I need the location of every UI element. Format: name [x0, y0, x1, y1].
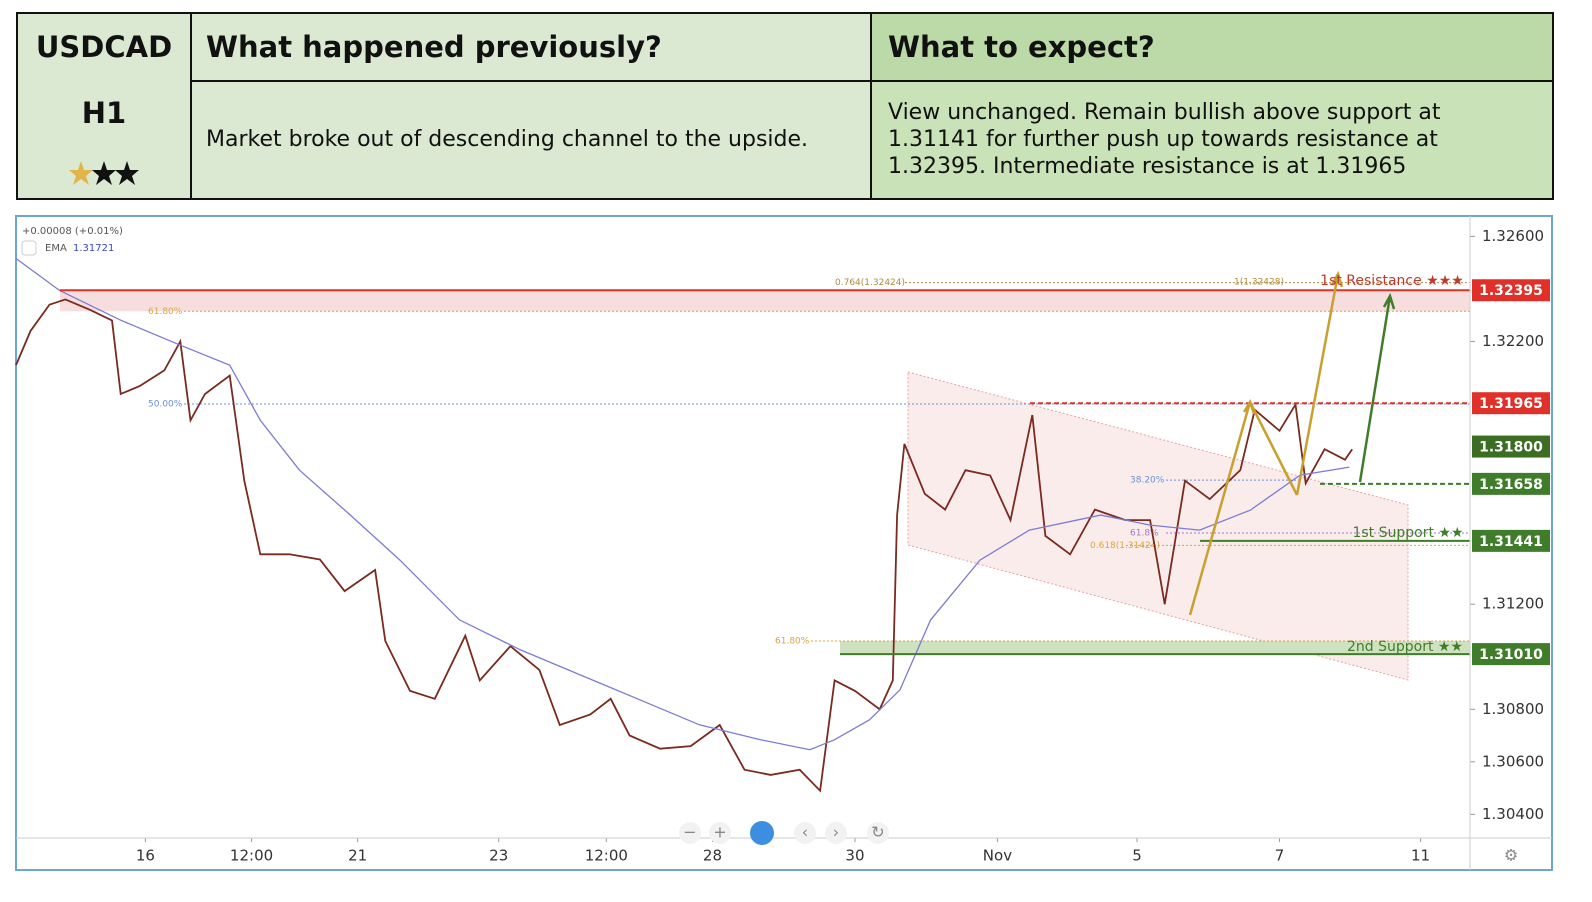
fib-label: 38.20%: [1130, 476, 1165, 486]
legend-ema: EMA: [45, 243, 67, 254]
x-tick-label: 28: [703, 847, 722, 865]
svg-text:⚙: ⚙: [1504, 846, 1518, 865]
price-tag-label: 1.31965: [1479, 396, 1543, 412]
fib-label: 0.618(1.31424): [1090, 541, 1160, 551]
resistance-label: 1st Resistance ★★★: [1320, 273, 1464, 289]
x-tick-label: 12:00: [585, 847, 628, 865]
svg-text:−: −: [683, 823, 696, 842]
col1-body-cell: Market broke out of descending channel t…: [190, 80, 872, 200]
x-tick-label: 7: [1275, 847, 1285, 865]
fib-label: 61.80%: [775, 636, 810, 646]
support-label: 2nd Support ★★: [1347, 639, 1463, 655]
legend-ema-value: 1.31721: [73, 243, 114, 254]
fib-label: 50.00%: [148, 400, 183, 410]
x-tick-label: 16: [136, 847, 155, 865]
price-tag-label: 1.32395: [1479, 283, 1543, 299]
svg-text:↻: ↻: [871, 823, 884, 842]
y-tick-label: 1.31200: [1482, 595, 1544, 613]
y-tick-label: 1.30400: [1482, 805, 1544, 823]
zone: [840, 640, 1470, 655]
price-tag-label: 1.31010: [1479, 647, 1543, 663]
y-tick-label: 1.30800: [1482, 700, 1544, 718]
x-tick-label: 5: [1132, 847, 1142, 865]
col1-text: Market broke out of descending channel t…: [206, 127, 809, 152]
price-line: [15, 298, 1353, 793]
price-tag: [1472, 392, 1550, 415]
rating-stars: [69, 161, 139, 185]
y-tick-label: 1.30600: [1482, 752, 1544, 770]
symbol: USDCAD: [35, 30, 173, 64]
fib-label: 0.764(1.32424): [835, 278, 905, 288]
price-tag: [1472, 435, 1550, 458]
symbol-cell: USDCAD H1: [16, 12, 192, 200]
svg-text:›: ›: [833, 823, 839, 842]
zone: [60, 290, 1470, 312]
change-label: +0.00008 (+0.01%): [22, 226, 123, 237]
x-tick-label: Nov: [983, 847, 1012, 865]
support-label: 1st Support ★★: [1352, 525, 1463, 541]
price-tag-label: 1.31441: [1479, 534, 1543, 550]
fib-label: 61.80%: [148, 307, 183, 317]
x-tick-label: 11: [1411, 847, 1430, 865]
arrows: [1188, 270, 1396, 616]
col2-title-cell: What to expect?: [870, 12, 1554, 82]
price-tag: [1472, 279, 1550, 302]
col2-body-cell: View unchanged. Remain bullish above sup…: [870, 80, 1554, 200]
x-tick-label: 30: [845, 847, 864, 865]
price-tag-label: 1.31800: [1479, 440, 1543, 456]
col1-title: What happened previously?: [206, 30, 662, 64]
chart: 0.764(1.32424) 61.80% 50.00% 38.20% 61.8% 0.6…: [15, 215, 1553, 871]
price-tag: [1472, 643, 1550, 666]
col1-title-cell: What happened previously?: [190, 12, 872, 82]
x-tick-label: 21: [348, 847, 367, 865]
toggle[interactable]: [21, 240, 37, 256]
y-tick-label: 1.32200: [1482, 332, 1544, 350]
price-tag: [1472, 472, 1550, 495]
col2-title: What to expect?: [888, 30, 1155, 64]
price-tag: [1472, 529, 1550, 552]
ema-line: [15, 257, 1350, 751]
y-tick-label: 1.32600: [1482, 227, 1544, 245]
fib-label: 61.8%: [1130, 528, 1159, 538]
plot: 0.764(1.32424) 61.80% 50.00% 38.20% 61.8% 0.6…: [15, 227, 1550, 865]
col2-text: View unchanged. Remain bullish above sup…: [888, 100, 1441, 179]
price-tag-label: 1.31658: [1479, 477, 1543, 493]
svg-text:+: +: [713, 823, 726, 842]
x-tick-label: 23: [489, 847, 508, 865]
fib-label: 1(1.32428): [1234, 278, 1284, 288]
toolbar: − + ‹ › ↻ ⚙: [679, 821, 1518, 865]
svg-text:‹: ‹: [802, 823, 808, 842]
x-tick-label: 12:00: [230, 847, 273, 865]
timeframe: H1: [81, 96, 127, 130]
